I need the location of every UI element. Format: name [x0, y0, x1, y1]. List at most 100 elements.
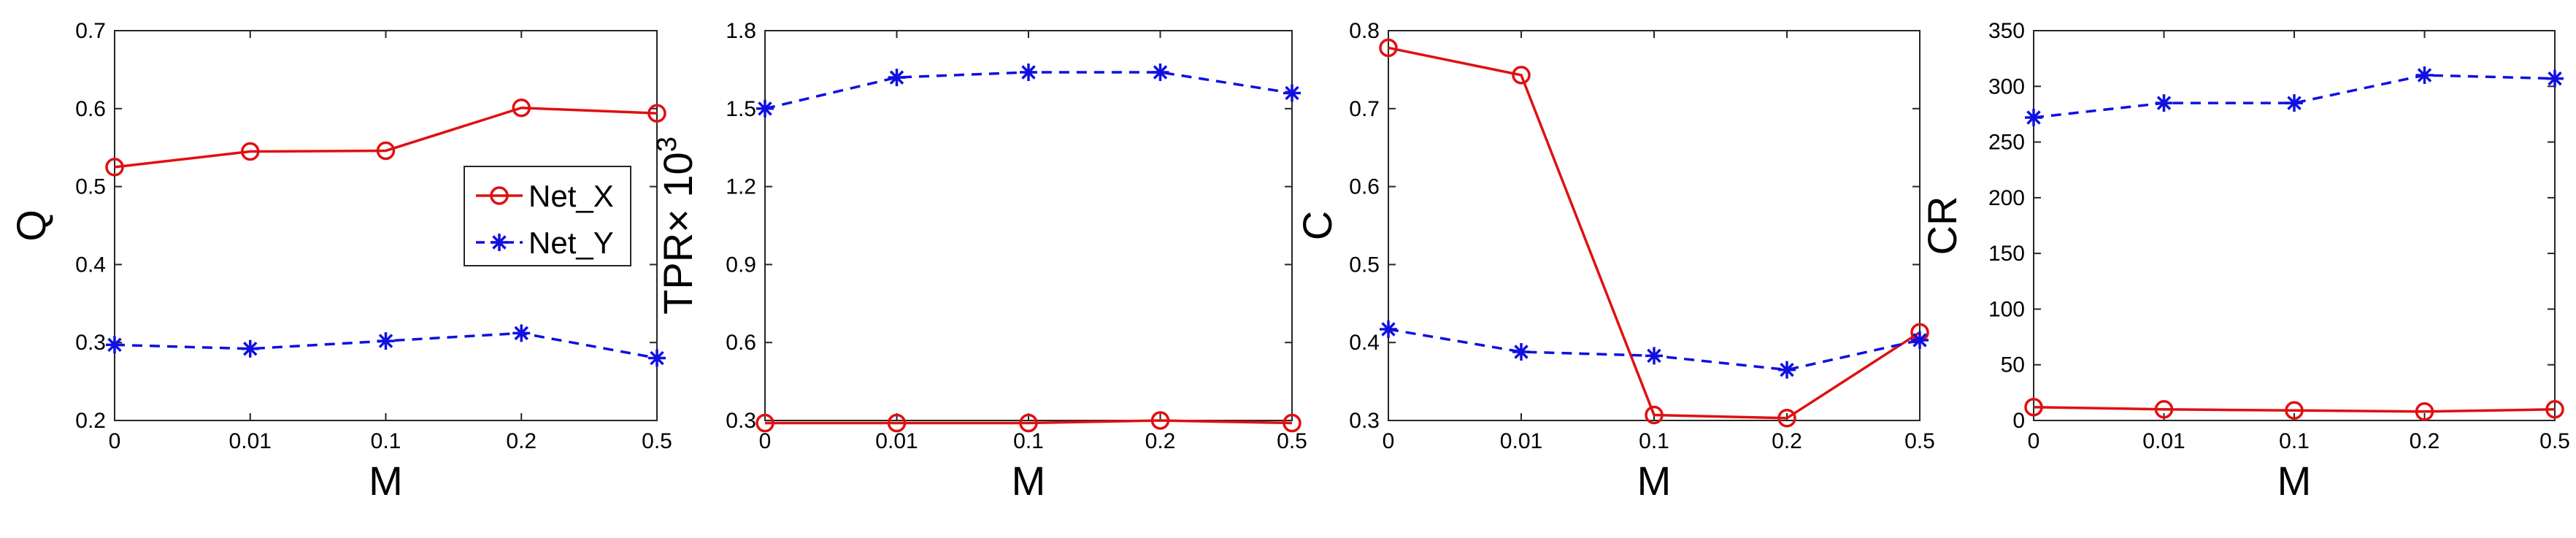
x-tick-label: 0.1 [1639, 429, 1669, 453]
x-tick-label: 0.5 [642, 429, 672, 453]
x-tick-label: 0.01 [229, 429, 272, 453]
data-point-star [1911, 331, 1929, 349]
data-point-star [1020, 63, 1037, 81]
y-tick-label: 0.6 [75, 97, 106, 121]
x-tick-label: 0 [2028, 429, 2040, 453]
data-point-circle [887, 413, 907, 433]
x-tick-label: 0.2 [1772, 429, 1802, 453]
y-axis-label: TPR× 103 [652, 137, 701, 315]
x-tick-label: 0.01 [1500, 429, 1542, 453]
data-point-circle [2024, 397, 2043, 417]
y-axis-label-base: TPR× 10 [655, 152, 701, 315]
y-tick-label: 0.8 [1349, 19, 1380, 43]
y-tick-label: 0 [2012, 409, 2025, 433]
data-point-star [1151, 63, 1169, 81]
series-line-net-x [765, 419, 1293, 425]
data-point-circle [647, 104, 666, 123]
y-tick-label: 300 [1988, 74, 2025, 99]
x-axis-label: M [369, 458, 403, 504]
legend: Net_X Net_Y [464, 166, 631, 266]
data-point-star [2415, 66, 2434, 85]
data-point-star [888, 69, 906, 87]
data-point-star [1512, 343, 1530, 361]
y-tick-label: 200 [1988, 186, 2025, 210]
plot-frame [764, 30, 1293, 421]
x-tick-label: 0.1 [371, 429, 401, 453]
series-line-net-x [2033, 405, 2556, 413]
data-point-star [756, 99, 774, 118]
data-point-star [2155, 94, 2173, 112]
data-point-star [1778, 361, 1796, 379]
data-point-star [648, 349, 666, 367]
y-tick-label: 0.6 [1349, 175, 1380, 199]
data-point-star [2285, 94, 2303, 112]
y-tick-label: 0.3 [726, 409, 756, 433]
plot-frame [2033, 30, 2556, 421]
legend-label: Net_X [528, 179, 614, 213]
y-tick-label: 0.7 [75, 19, 106, 43]
data-point-star [1283, 84, 1301, 102]
x-tick-label: 0.5 [2540, 429, 2570, 453]
data-point-star [1380, 320, 1397, 339]
data-point-circle [1512, 66, 1531, 85]
data-point-star [512, 324, 531, 342]
data-point-circle [105, 158, 124, 177]
x-tick-label: 0.01 [875, 429, 918, 453]
y-axis-label: CR [1919, 196, 1965, 255]
data-point-circle [241, 142, 260, 161]
legend-box [464, 166, 631, 266]
y-tick-label: 0.4 [75, 253, 106, 277]
x-tick-label: 0.2 [506, 429, 537, 453]
y-tick-label: 0.9 [726, 253, 756, 277]
data-point-star [106, 336, 123, 354]
data-point-circle [1019, 413, 1038, 433]
y-tick-label: 0.6 [726, 331, 756, 355]
series-line-net-y [2033, 74, 2556, 119]
legend-label: Net_Y [528, 226, 614, 260]
x-axis-label: M [1637, 458, 1672, 504]
x-tick-label: 0 [109, 429, 121, 453]
y-tick-label: 0.7 [1349, 97, 1380, 121]
data-point-circle [1283, 413, 1302, 433]
y-tick-label: 50 [2001, 353, 2025, 377]
y-axis-label: C [1294, 211, 1340, 240]
data-point-star [241, 339, 259, 358]
x-tick-label: 0.1 [1013, 429, 1044, 453]
chart-panel-1: 0.20.30.40.50.60.70 0.01 0.1 0.2 0.5MQNet_XN… [8, 19, 672, 504]
y-tick-label: 0.5 [75, 175, 106, 199]
data-point-circle [2154, 399, 2174, 419]
y-tick-label: 0.3 [1349, 409, 1380, 433]
y-tick-label: 0.3 [75, 331, 106, 355]
x-tick-label: 0.5 [1277, 429, 1307, 453]
data-point-circle [376, 141, 396, 161]
chart-panel-2: 0.3 0.6 0.9 1.2 1.5 1.8 0 0.01 0.1 0.2 0.5 M TPR× 10… [652, 19, 1307, 504]
legend-marker-circle [490, 186, 509, 205]
y-tick-label: 100 [1988, 297, 2025, 321]
data-point-star [1645, 347, 1663, 365]
x-tick-label: 0.01 [2142, 429, 2185, 453]
y-tick-label: 0.5 [1349, 253, 1380, 277]
y-tick-label: 0.4 [1349, 331, 1380, 355]
chart-panel-4: 0 50 100 150 200 250 300 350 0 0.01 0.1 0.2 0.5 M CR [1919, 19, 2570, 504]
y-axis-label-exponent: 3 [652, 137, 683, 152]
x-tick-label: 0.2 [1145, 429, 1176, 453]
legend-marker-star [491, 234, 508, 251]
x-axis-label: M [2277, 458, 2312, 504]
data-point-circle [756, 413, 774, 433]
data-point-circle [1150, 411, 1170, 430]
y-tick-label: 1.8 [726, 19, 756, 43]
y-tick-label: 1.2 [726, 175, 756, 199]
x-tick-label: 0 [759, 429, 772, 453]
x-tick-label: 0.5 [1904, 429, 1935, 453]
data-point-circle [1379, 38, 1398, 58]
y-tick-label: 0.2 [75, 409, 106, 433]
series-line-net-x [1388, 46, 1921, 420]
data-point-circle [2285, 401, 2304, 420]
x-tick-label: 0 [1383, 429, 1395, 453]
y-tick-label: 1.5 [726, 97, 756, 121]
data-point-circle [1645, 405, 1664, 425]
y-tick-label: 150 [1988, 242, 2025, 266]
y-axis-label: Q [8, 210, 54, 242]
